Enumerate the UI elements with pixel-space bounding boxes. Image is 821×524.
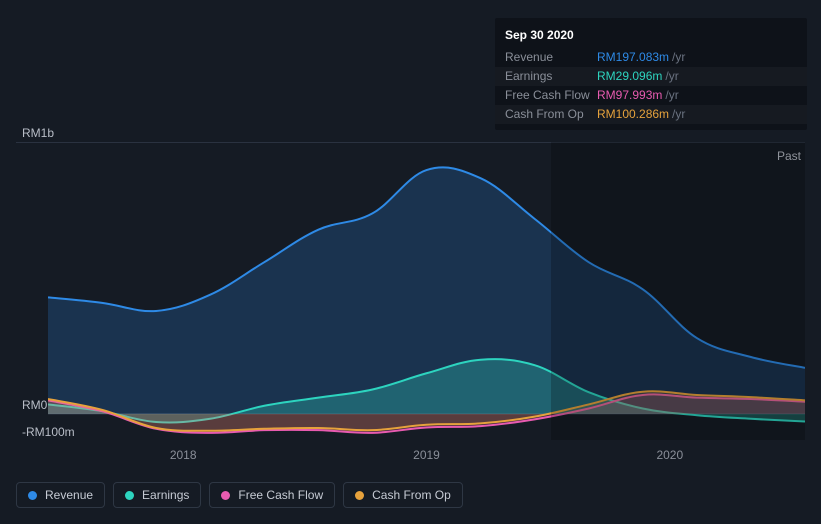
- tooltip-row-value: RM197.083m: [597, 50, 669, 64]
- legend-item[interactable]: Free Cash Flow: [209, 482, 335, 508]
- tooltip-row-suffix: /yr: [672, 50, 685, 64]
- tooltip-row-label: Earnings: [505, 69, 597, 83]
- legend-item[interactable]: Revenue: [16, 482, 105, 508]
- legend-swatch: [221, 491, 230, 500]
- tooltip-row-value: RM100.286m: [597, 107, 669, 121]
- tooltip-row-label: Revenue: [505, 50, 597, 64]
- tooltip-row-value: RM97.993m: [597, 88, 662, 102]
- tooltip-row-suffix: /yr: [672, 107, 685, 121]
- legend-swatch: [28, 491, 37, 500]
- legend-label: Free Cash Flow: [238, 488, 323, 502]
- x-axis-label: 2018: [170, 448, 197, 462]
- legend-label: Cash From Op: [372, 488, 451, 502]
- legend-item[interactable]: Earnings: [113, 482, 201, 508]
- tooltip-panel: Sep 30 2020 RevenueRM197.083m/yrEarnings…: [495, 18, 807, 130]
- legend-swatch: [125, 491, 134, 500]
- chart-plot-svg: [48, 143, 805, 441]
- tooltip-row-suffix: /yr: [665, 88, 678, 102]
- tooltip-row: EarningsRM29.096m/yr: [495, 67, 807, 86]
- legend-swatch: [355, 491, 364, 500]
- tooltip-row: Free Cash FlowRM97.993m/yr: [495, 86, 807, 105]
- tooltip-row-suffix: /yr: [665, 69, 678, 83]
- x-axis-label: 2020: [656, 448, 683, 462]
- legend: Revenue Earnings Free Cash Flow Cash From O…: [16, 482, 463, 508]
- tooltip-row: Cash From OpRM100.286m/yr: [495, 105, 807, 124]
- tooltip-date: Sep 30 2020: [495, 24, 807, 48]
- tooltip-row-label: Cash From Op: [505, 107, 597, 121]
- legend-item[interactable]: Cash From Op: [343, 482, 463, 508]
- legend-label: Earnings: [142, 488, 189, 502]
- legend-label: Revenue: [45, 488, 93, 502]
- tooltip-row: RevenueRM197.083m/yr: [495, 48, 807, 67]
- y-axis-label: RM1b: [22, 126, 54, 140]
- chart-area[interactable]: [16, 142, 805, 440]
- tooltip-row-value: RM29.096m: [597, 69, 662, 83]
- x-axis: 2018 2019 2020: [48, 448, 805, 464]
- tooltip-row-label: Free Cash Flow: [505, 88, 597, 102]
- x-axis-label: 2019: [413, 448, 440, 462]
